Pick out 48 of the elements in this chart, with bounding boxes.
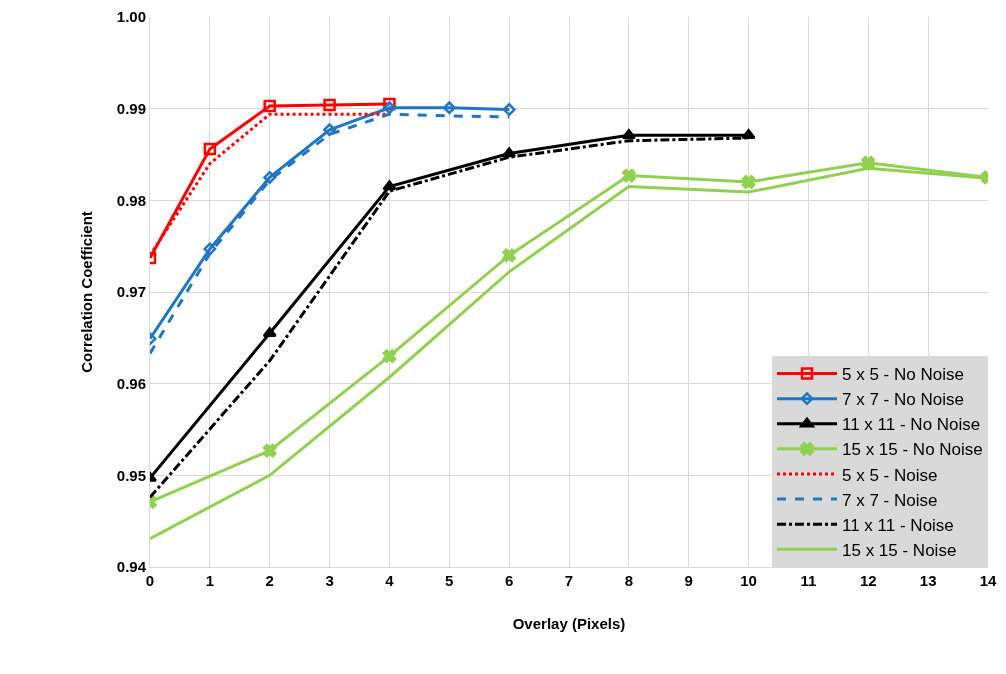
point (262, 443, 277, 458)
y-tick-label: 0.97 (116, 283, 146, 301)
point (442, 101, 456, 115)
point (203, 142, 217, 156)
x-tick-label: 11 (800, 572, 817, 589)
y-axis-title: Correlation Coefficient (78, 211, 96, 373)
x-tick-label: 1 (205, 572, 215, 589)
x-tick-label: 0 (145, 572, 155, 589)
x-tick-label: 7 (564, 572, 574, 589)
legend-label: 5 x 5 - Noise (842, 465, 938, 485)
point (382, 101, 396, 115)
x-tick-label: 3 (325, 572, 334, 589)
x-tick-label: 8 (624, 572, 634, 589)
point (741, 175, 756, 189)
legend-label: 7 x 7 - Noise (842, 490, 938, 510)
point (323, 123, 337, 137)
legend-label: 15 x 15 - Noise (842, 540, 957, 560)
point (263, 99, 276, 113)
x-tick-label: 14 (979, 572, 997, 589)
point (263, 170, 277, 184)
point (323, 98, 336, 112)
point (382, 349, 397, 364)
y-tick-label: 0.98 (116, 191, 146, 209)
legend-label: 5 x 5 - No Noise (842, 365, 964, 385)
x-tick-label: 5 (445, 572, 454, 589)
y-tick-label: 1.00 (116, 8, 146, 26)
point (382, 180, 397, 191)
y-tick-label: 0.95 (116, 466, 146, 484)
y-tick-label: 0.94 (116, 558, 147, 576)
point (502, 103, 516, 117)
x-tick-label: 6 (504, 572, 514, 589)
point (502, 248, 517, 263)
x-tick-label: 4 (385, 572, 395, 589)
legend-label: 11 x 11 - No Noise (842, 415, 981, 435)
legend-label: 7 x 7 - No Noise (842, 390, 964, 410)
y-tick-label: 0.99 (116, 99, 146, 117)
legend-label: 15 x 15 - No Noise (842, 440, 983, 460)
x-tick-label: 2 (265, 572, 274, 589)
x-tick-label: 13 (919, 572, 937, 589)
y-tick-label: 0.96 (116, 374, 146, 392)
point (203, 242, 217, 256)
point (861, 155, 876, 170)
x-axis-title: Overlay (Pixels) (512, 615, 626, 632)
legend-label: 11 x 11 - Noise (842, 515, 954, 535)
x-tick-label: 12 (859, 572, 877, 589)
x-tick-label: 10 (740, 572, 757, 589)
x-tick-label: 9 (684, 572, 693, 589)
point (621, 168, 636, 183)
